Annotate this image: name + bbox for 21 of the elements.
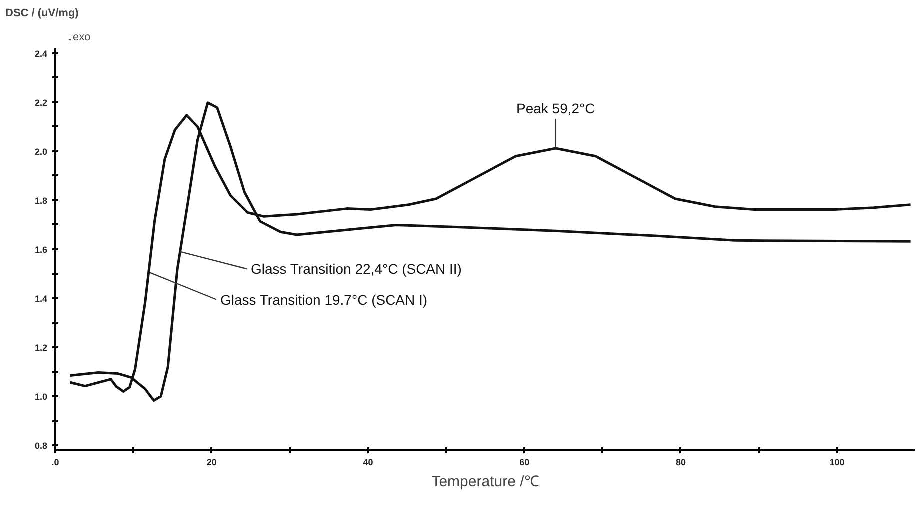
x-tick-label: 20 (206, 458, 217, 468)
x-tick-label: 60 (520, 458, 530, 468)
x-tick-label: 100 (830, 458, 845, 468)
annotation: Glass Transition 22,4°C (SCAN II) (250, 261, 462, 278)
x-tick-label: 80 (676, 458, 686, 468)
y-tick-label: 1.6 (34, 245, 48, 255)
annotation: Peak 59,2°C (516, 100, 596, 117)
annotation: Glass Transition 19.7°C (SCAN I) (220, 292, 428, 308)
y-axis-title: DSC / (uV/mg) (6, 8, 80, 20)
y-tick-label: 2.4 (34, 48, 48, 59)
y-tick-label: 0.8 (34, 441, 48, 452)
x-tick-label: .0 (52, 458, 60, 468)
text: ↓exo (68, 32, 91, 44)
x-axis-title: Temperature /℃ (432, 474, 540, 490)
y-tick-label: 1.8 (34, 196, 48, 206)
y-tick-label: 1.0 (34, 392, 48, 402)
y-tick-label: 1.2 (34, 343, 48, 354)
y-tick-label: 1.4 (34, 294, 48, 304)
y-tick-label: 2.2 (34, 98, 48, 108)
x-tick-label: 40 (363, 458, 374, 468)
y-tick-label: 2.0 (34, 146, 48, 157)
